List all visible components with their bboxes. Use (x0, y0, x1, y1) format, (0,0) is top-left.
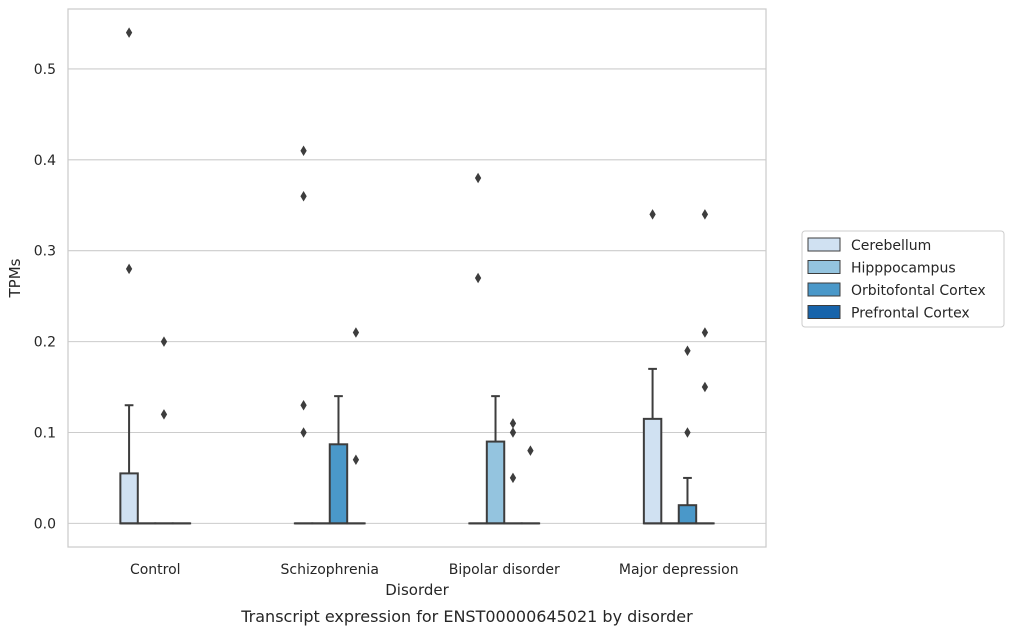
legend-swatch (807, 237, 841, 252)
outlier-point (701, 327, 709, 338)
x-tick-label: Major depression (619, 562, 739, 578)
outlier-point (527, 445, 534, 456)
x-tick-label: Schizophrenia (281, 562, 379, 578)
box-plot-series (119, 27, 715, 525)
legend: Cerebellum Hipppocampus Orbitofontal Corte… (801, 230, 1005, 328)
legend-frame (801, 230, 1005, 328)
box (520, 445, 541, 525)
series-orbitofontal-cortex (154, 336, 698, 525)
plot-area-frame (67, 8, 767, 548)
box (642, 209, 663, 525)
legend-item: Orbitofontal Cortex (807, 282, 986, 299)
legend-swatch (807, 305, 841, 319)
y-tick-label: 0.0 (34, 516, 56, 532)
outlier-point (474, 172, 482, 184)
x-tick-label: Control (130, 562, 181, 578)
series-hipppocampus (136, 395, 680, 525)
legend-item: Hipppocampus (807, 260, 956, 277)
y-tick-label: 0.2 (34, 335, 56, 351)
legend-swatch (807, 260, 841, 274)
y-tick-labels: 0.0 0.1 0.2 0.3 0.4 0.5 (34, 62, 56, 532)
box (485, 395, 506, 525)
legend-label: Orbitofontal Cortex (851, 283, 986, 299)
outlier-point (509, 472, 517, 484)
outlier-point (300, 399, 307, 411)
y-tick-label: 0.4 (34, 153, 56, 169)
x-tick-labels: Control Schizophrenia Bipolar disorder Majo… (130, 562, 739, 578)
box-iqr (485, 440, 506, 525)
box (328, 395, 349, 525)
box-iqr (642, 417, 663, 525)
legend-label: Cerebellum (851, 238, 931, 254)
outlier-point (352, 454, 360, 466)
outlier-point (352, 327, 360, 338)
y-tick-label: 0.5 (34, 62, 56, 78)
outlier-point (701, 209, 709, 220)
outlier-point (125, 27, 133, 38)
box (346, 327, 366, 525)
outlier-point (300, 427, 307, 438)
outlier-point (300, 190, 307, 202)
y-tick-label: 0.1 (34, 425, 56, 441)
series-cerebellum (119, 27, 663, 525)
chart-caption: Transcript expression for ENST0000064502… (240, 607, 693, 626)
outlier-point (649, 209, 656, 220)
legend-swatch (807, 282, 841, 297)
outlier-point (684, 427, 691, 438)
legend-item: Cerebellum (807, 237, 931, 254)
outlier-point (509, 418, 517, 429)
box-iqr (328, 443, 349, 525)
box-iqr (119, 472, 139, 525)
legend-label: Prefrontal Cortex (851, 306, 970, 322)
outlier-point (160, 409, 168, 420)
box (503, 418, 523, 525)
series-prefrontal-cortex (171, 209, 715, 525)
y-axis-title: TPMs (6, 258, 24, 298)
x-tick-label: Bipolar disorder (449, 562, 560, 578)
outlier-point (125, 263, 133, 275)
x-axis-title: Disorder (385, 581, 449, 599)
outlier-point (701, 381, 709, 393)
outlier-point (300, 145, 307, 157)
outlier-point (684, 345, 691, 356)
legend-label: Hipppocampus (851, 261, 956, 277)
box (677, 345, 698, 525)
box (695, 209, 715, 525)
box-iqr (677, 504, 698, 525)
box (119, 27, 139, 525)
outlier-point (474, 272, 482, 284)
outlier-point (509, 427, 517, 438)
outlier-point (160, 336, 168, 347)
legend-item: Prefrontal Cortex (807, 305, 970, 322)
y-tick-label: 0.3 (34, 244, 56, 260)
